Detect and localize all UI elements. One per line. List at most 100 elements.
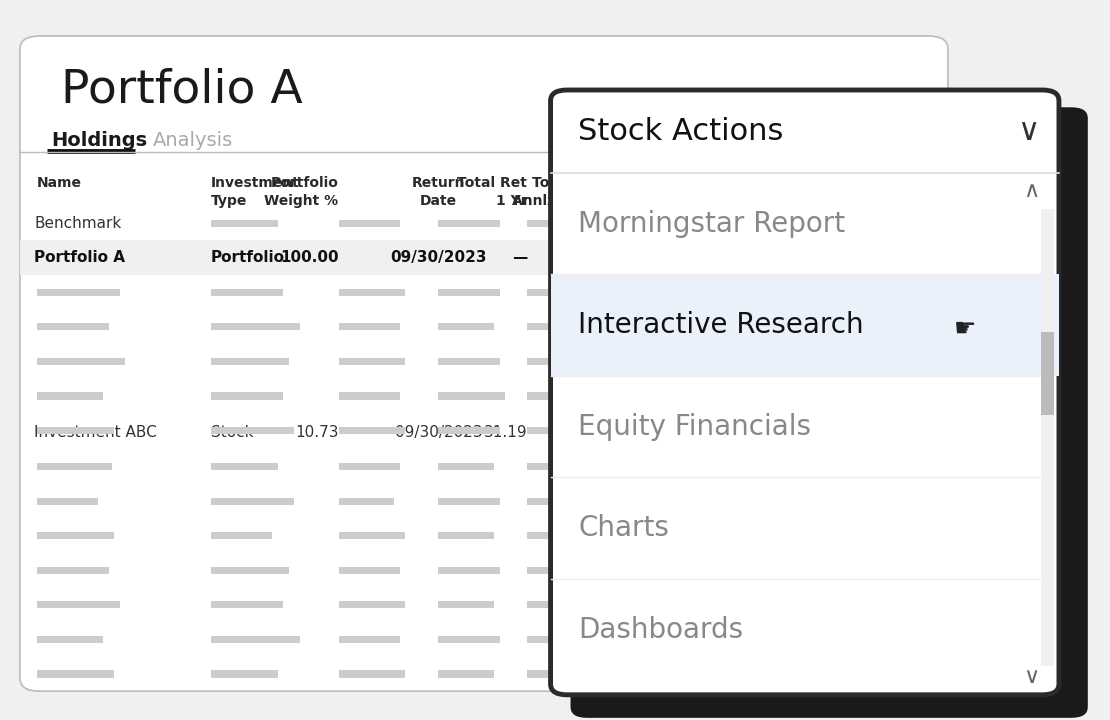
Bar	[527, 532, 572, 539]
Bar	[438, 358, 500, 365]
Bar	[339, 392, 400, 400]
Bar	[211, 289, 283, 296]
Bar	[438, 601, 494, 608]
Bar	[37, 670, 114, 678]
Text: Portfolio: Portfolio	[211, 251, 285, 265]
Bar	[20, 240, 948, 275]
Bar	[211, 601, 283, 608]
Bar	[339, 463, 400, 470]
Bar	[339, 498, 394, 505]
Bar	[37, 498, 98, 505]
Bar	[527, 392, 572, 400]
Text: Name: Name	[37, 176, 82, 190]
Bar	[37, 323, 109, 330]
Bar	[37, 289, 120, 296]
Bar	[37, 463, 112, 470]
Bar	[438, 323, 494, 330]
Bar	[602, 220, 663, 227]
Bar	[1041, 209, 1054, 666]
Bar	[1041, 332, 1054, 415]
Text: —: —	[759, 251, 775, 265]
Bar	[758, 220, 814, 227]
Bar	[211, 532, 272, 539]
Bar	[680, 220, 736, 227]
Text: ∧: ∧	[1022, 181, 1039, 201]
Text: Holdings: Holdings	[51, 131, 148, 150]
Text: ∨: ∨	[1017, 117, 1039, 146]
Bar	[211, 636, 300, 643]
Bar	[438, 636, 500, 643]
Text: Charts: Charts	[578, 514, 669, 542]
Bar	[339, 670, 405, 678]
Bar	[438, 463, 494, 470]
Bar	[211, 323, 300, 330]
Bar	[438, 392, 505, 400]
Bar	[211, 670, 278, 678]
Text: —: —	[845, 251, 860, 265]
Bar	[211, 220, 278, 227]
Text: Stock Actions: Stock Actions	[578, 117, 784, 146]
Bar	[37, 392, 103, 400]
Bar	[527, 289, 572, 296]
Bar	[438, 220, 500, 227]
Bar	[211, 427, 294, 434]
Bar	[527, 427, 572, 434]
Text: Analysis: Analysis	[153, 131, 233, 150]
Bar	[844, 220, 888, 227]
Text: Portfolio A: Portfolio A	[34, 251, 125, 265]
Text: Portfolio
Weight %: Portfolio Weight %	[264, 176, 339, 207]
Bar	[527, 670, 572, 678]
Bar	[37, 358, 125, 365]
Bar	[37, 567, 109, 574]
Bar	[527, 463, 572, 470]
Text: Investment
Type: Investment Type	[211, 176, 300, 207]
Text: —: —	[603, 251, 618, 265]
Bar	[438, 498, 500, 505]
Bar	[339, 220, 400, 227]
Bar	[339, 323, 400, 330]
Text: Total Ret
Annlzd 3 Yr: Total Ret Annlzd 3 Yr	[512, 176, 602, 207]
Text: Return
Date: Return Date	[412, 176, 465, 207]
Bar	[339, 636, 400, 643]
Bar	[339, 601, 405, 608]
Text: 100.00: 100.00	[280, 251, 339, 265]
Text: Interactive Research: Interactive Research	[578, 311, 864, 339]
Text: ∨: ∨	[1022, 667, 1039, 687]
Text: Investment ABC: Investment ABC	[34, 425, 158, 439]
Bar	[438, 670, 494, 678]
Bar	[37, 636, 103, 643]
Bar	[211, 463, 278, 470]
Bar	[527, 498, 572, 505]
Bar	[37, 601, 120, 608]
Text: Total Ret
Annlzd 10 Yr: Total Ret Annlzd 10 Yr	[659, 176, 758, 207]
Text: 31.19: 31.19	[484, 425, 527, 439]
FancyBboxPatch shape	[571, 107, 1088, 718]
Bar	[339, 532, 405, 539]
Bar	[339, 567, 400, 574]
Text: Morningstar Report: Morningstar Report	[578, 210, 846, 238]
Bar	[527, 220, 572, 227]
FancyBboxPatch shape	[20, 36, 948, 691]
Bar	[37, 427, 114, 434]
Bar	[438, 567, 500, 574]
Bar	[551, 274, 1059, 376]
Bar	[37, 532, 114, 539]
Bar	[339, 358, 405, 365]
Bar	[527, 567, 572, 574]
Bar	[527, 636, 572, 643]
Bar	[211, 358, 289, 365]
Text: Total Ret
YTD: Total Ret YTD	[774, 176, 844, 207]
Text: Equity Financials: Equity Financials	[578, 413, 811, 441]
Bar	[211, 392, 283, 400]
Text: Dashboards: Dashboards	[578, 616, 744, 644]
Text: —: —	[512, 251, 527, 265]
Text: 09/30/2023: 09/30/2023	[391, 251, 486, 265]
Text: Benchmark: Benchmark	[34, 216, 122, 230]
Bar	[438, 427, 500, 434]
Bar	[438, 289, 500, 296]
Bar	[438, 532, 494, 539]
Text: 09/30/2023: 09/30/2023	[395, 425, 482, 439]
Text: 10.73: 10.73	[295, 425, 339, 439]
Bar	[339, 289, 405, 296]
Bar	[527, 358, 572, 365]
